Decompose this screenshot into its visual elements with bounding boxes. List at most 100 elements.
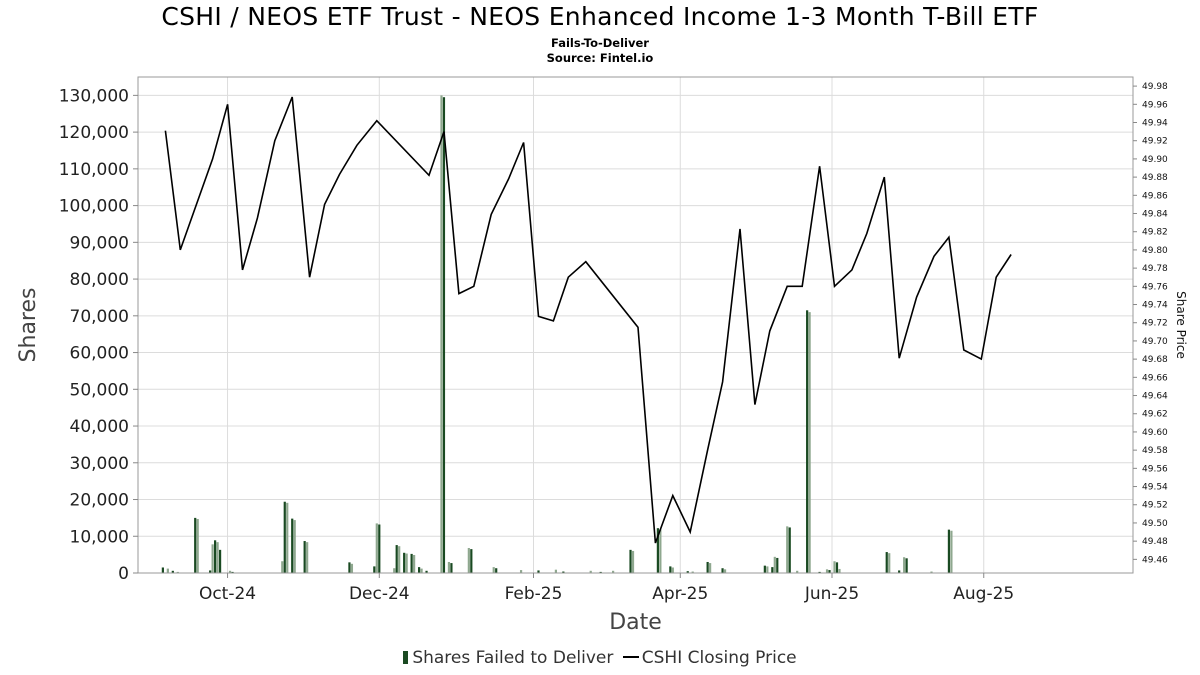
ftd-bar xyxy=(766,566,769,573)
ftd-bar xyxy=(470,549,473,573)
ftd-bar xyxy=(686,571,689,573)
y2-tick-label: 49.90 xyxy=(1142,155,1168,165)
legend-item-ftd[interactable]: Shares Failed to Deliver xyxy=(403,648,613,668)
ftd-bar xyxy=(286,502,289,573)
ftd-bar xyxy=(395,545,398,573)
x-tick-label: Aug-25 xyxy=(953,584,1014,604)
ftd-bar xyxy=(216,542,219,573)
price-line xyxy=(164,96,1012,544)
line-series xyxy=(164,96,1012,544)
x-axis: Oct-24 Dec-24 Feb-25 Apr-25 Jun-25 Aug-25 xyxy=(199,573,1014,604)
ftd-bar xyxy=(589,570,592,573)
y2-tick-label: 49.66 xyxy=(1142,373,1168,383)
ftd-bar xyxy=(631,550,635,573)
ftd-bar xyxy=(375,523,378,573)
ftd-bar xyxy=(281,561,284,573)
ftd-bar xyxy=(537,570,540,573)
legend-item-price[interactable]: CSHI Closing Price xyxy=(622,648,797,668)
ftd-bar xyxy=(771,567,774,573)
ftd-bar xyxy=(393,568,396,573)
legend-bar-swatch xyxy=(403,651,409,664)
ftd-bar xyxy=(348,562,351,573)
y2-tick-label: 49.82 xyxy=(1142,228,1168,238)
ftd-bar xyxy=(656,528,659,573)
ftd-bar xyxy=(447,561,451,573)
ftd-bar xyxy=(420,568,423,573)
ftd-bar xyxy=(903,557,906,573)
ftd-bar xyxy=(209,570,212,573)
ftd-bar xyxy=(691,571,694,573)
y-tick-label: 60,000 xyxy=(70,344,129,364)
y-tick-label: 70,000 xyxy=(70,307,129,327)
ftd-bar xyxy=(194,517,197,573)
y2-tick-label: 49.46 xyxy=(1142,555,1168,565)
ftd-bar xyxy=(669,566,672,573)
ftd-bar xyxy=(373,566,376,573)
y2-tick-label: 49.70 xyxy=(1142,337,1168,347)
ftd-bar xyxy=(378,524,381,573)
y-tick-label: 30,000 xyxy=(70,454,129,474)
ftd-bar xyxy=(671,567,674,573)
chart-source: Source: Fintel.io xyxy=(546,51,654,65)
y2-tick-label: 49.54 xyxy=(1142,483,1168,493)
ftd-bar xyxy=(403,552,406,573)
left-axis: 0 10,000 20,000 30,000 40,000 50,000 60,000 70,… xyxy=(59,86,138,584)
ftd-bar xyxy=(413,554,416,573)
y2-tick-label: 49.60 xyxy=(1142,428,1168,438)
x-tick-label: Jun-25 xyxy=(804,584,859,604)
ftd-bar xyxy=(161,567,164,573)
y-tick-label: 40,000 xyxy=(70,417,129,437)
ftd-bar xyxy=(833,561,836,573)
ftd-bar xyxy=(467,548,470,573)
ftd-bar xyxy=(417,567,421,573)
ftd-bar xyxy=(706,561,709,573)
ftd-bar xyxy=(166,568,169,573)
ftd-bar xyxy=(808,312,811,573)
y-tick-label: 50,000 xyxy=(70,380,129,400)
plot-frame xyxy=(137,76,1134,574)
y2-tick-label: 49.80 xyxy=(1142,246,1168,256)
ftd-bar xyxy=(599,571,602,573)
x-tick-label: Dec-24 xyxy=(349,584,410,604)
ftd-bar xyxy=(291,518,294,573)
y2-tick-label: 49.94 xyxy=(1142,119,1168,129)
y2-tick-label: 49.76 xyxy=(1142,282,1168,292)
ftd-bar xyxy=(293,520,296,573)
ftd-bar xyxy=(786,526,789,573)
y-tick-label: 10,000 xyxy=(70,527,129,547)
y2-tick-label: 49.56 xyxy=(1142,464,1168,474)
ftd-bar xyxy=(231,571,234,573)
y2-tick-label: 49.58 xyxy=(1142,446,1168,456)
ftd-bar xyxy=(898,570,901,573)
y-tick-label: 110,000 xyxy=(59,160,129,180)
y2-axis-title: Share Price xyxy=(1174,291,1188,359)
ftd-bar xyxy=(450,563,453,573)
y2-tick-label: 49.68 xyxy=(1142,355,1168,365)
ftd-bar xyxy=(773,556,776,573)
ftd-bar xyxy=(410,553,413,573)
ftd-bar xyxy=(776,557,779,573)
ftd-bar xyxy=(950,530,953,573)
legend-label-price: CSHI Closing Price xyxy=(641,648,797,668)
y-tick-label: 0 xyxy=(118,564,129,584)
y2-tick-label: 49.52 xyxy=(1142,501,1168,511)
x-tick-label: Oct-24 xyxy=(199,584,256,604)
ftd-bar xyxy=(405,553,408,573)
ftd-bar xyxy=(818,571,821,573)
ftd-bar xyxy=(554,569,557,573)
y2-tick-label: 49.92 xyxy=(1142,137,1168,147)
y2-tick-label: 49.72 xyxy=(1142,319,1168,329)
ftd-bar xyxy=(171,570,174,573)
y-axis-title: Shares xyxy=(16,288,41,363)
y-tick-label: 80,000 xyxy=(70,270,129,290)
chart-title: CSHI / NEOS ETF Trust - NEOS Enhanced In… xyxy=(161,2,1039,31)
y2-tick-label: 49.96 xyxy=(1142,100,1168,110)
ftd-bar xyxy=(763,565,766,573)
ftd-bar xyxy=(398,546,401,573)
ftd-bar xyxy=(788,527,791,573)
ftd-bar xyxy=(723,569,727,573)
y2-tick-label: 49.50 xyxy=(1142,519,1168,529)
y2-tick-label: 49.88 xyxy=(1142,173,1168,183)
ftd-bar xyxy=(442,97,446,574)
